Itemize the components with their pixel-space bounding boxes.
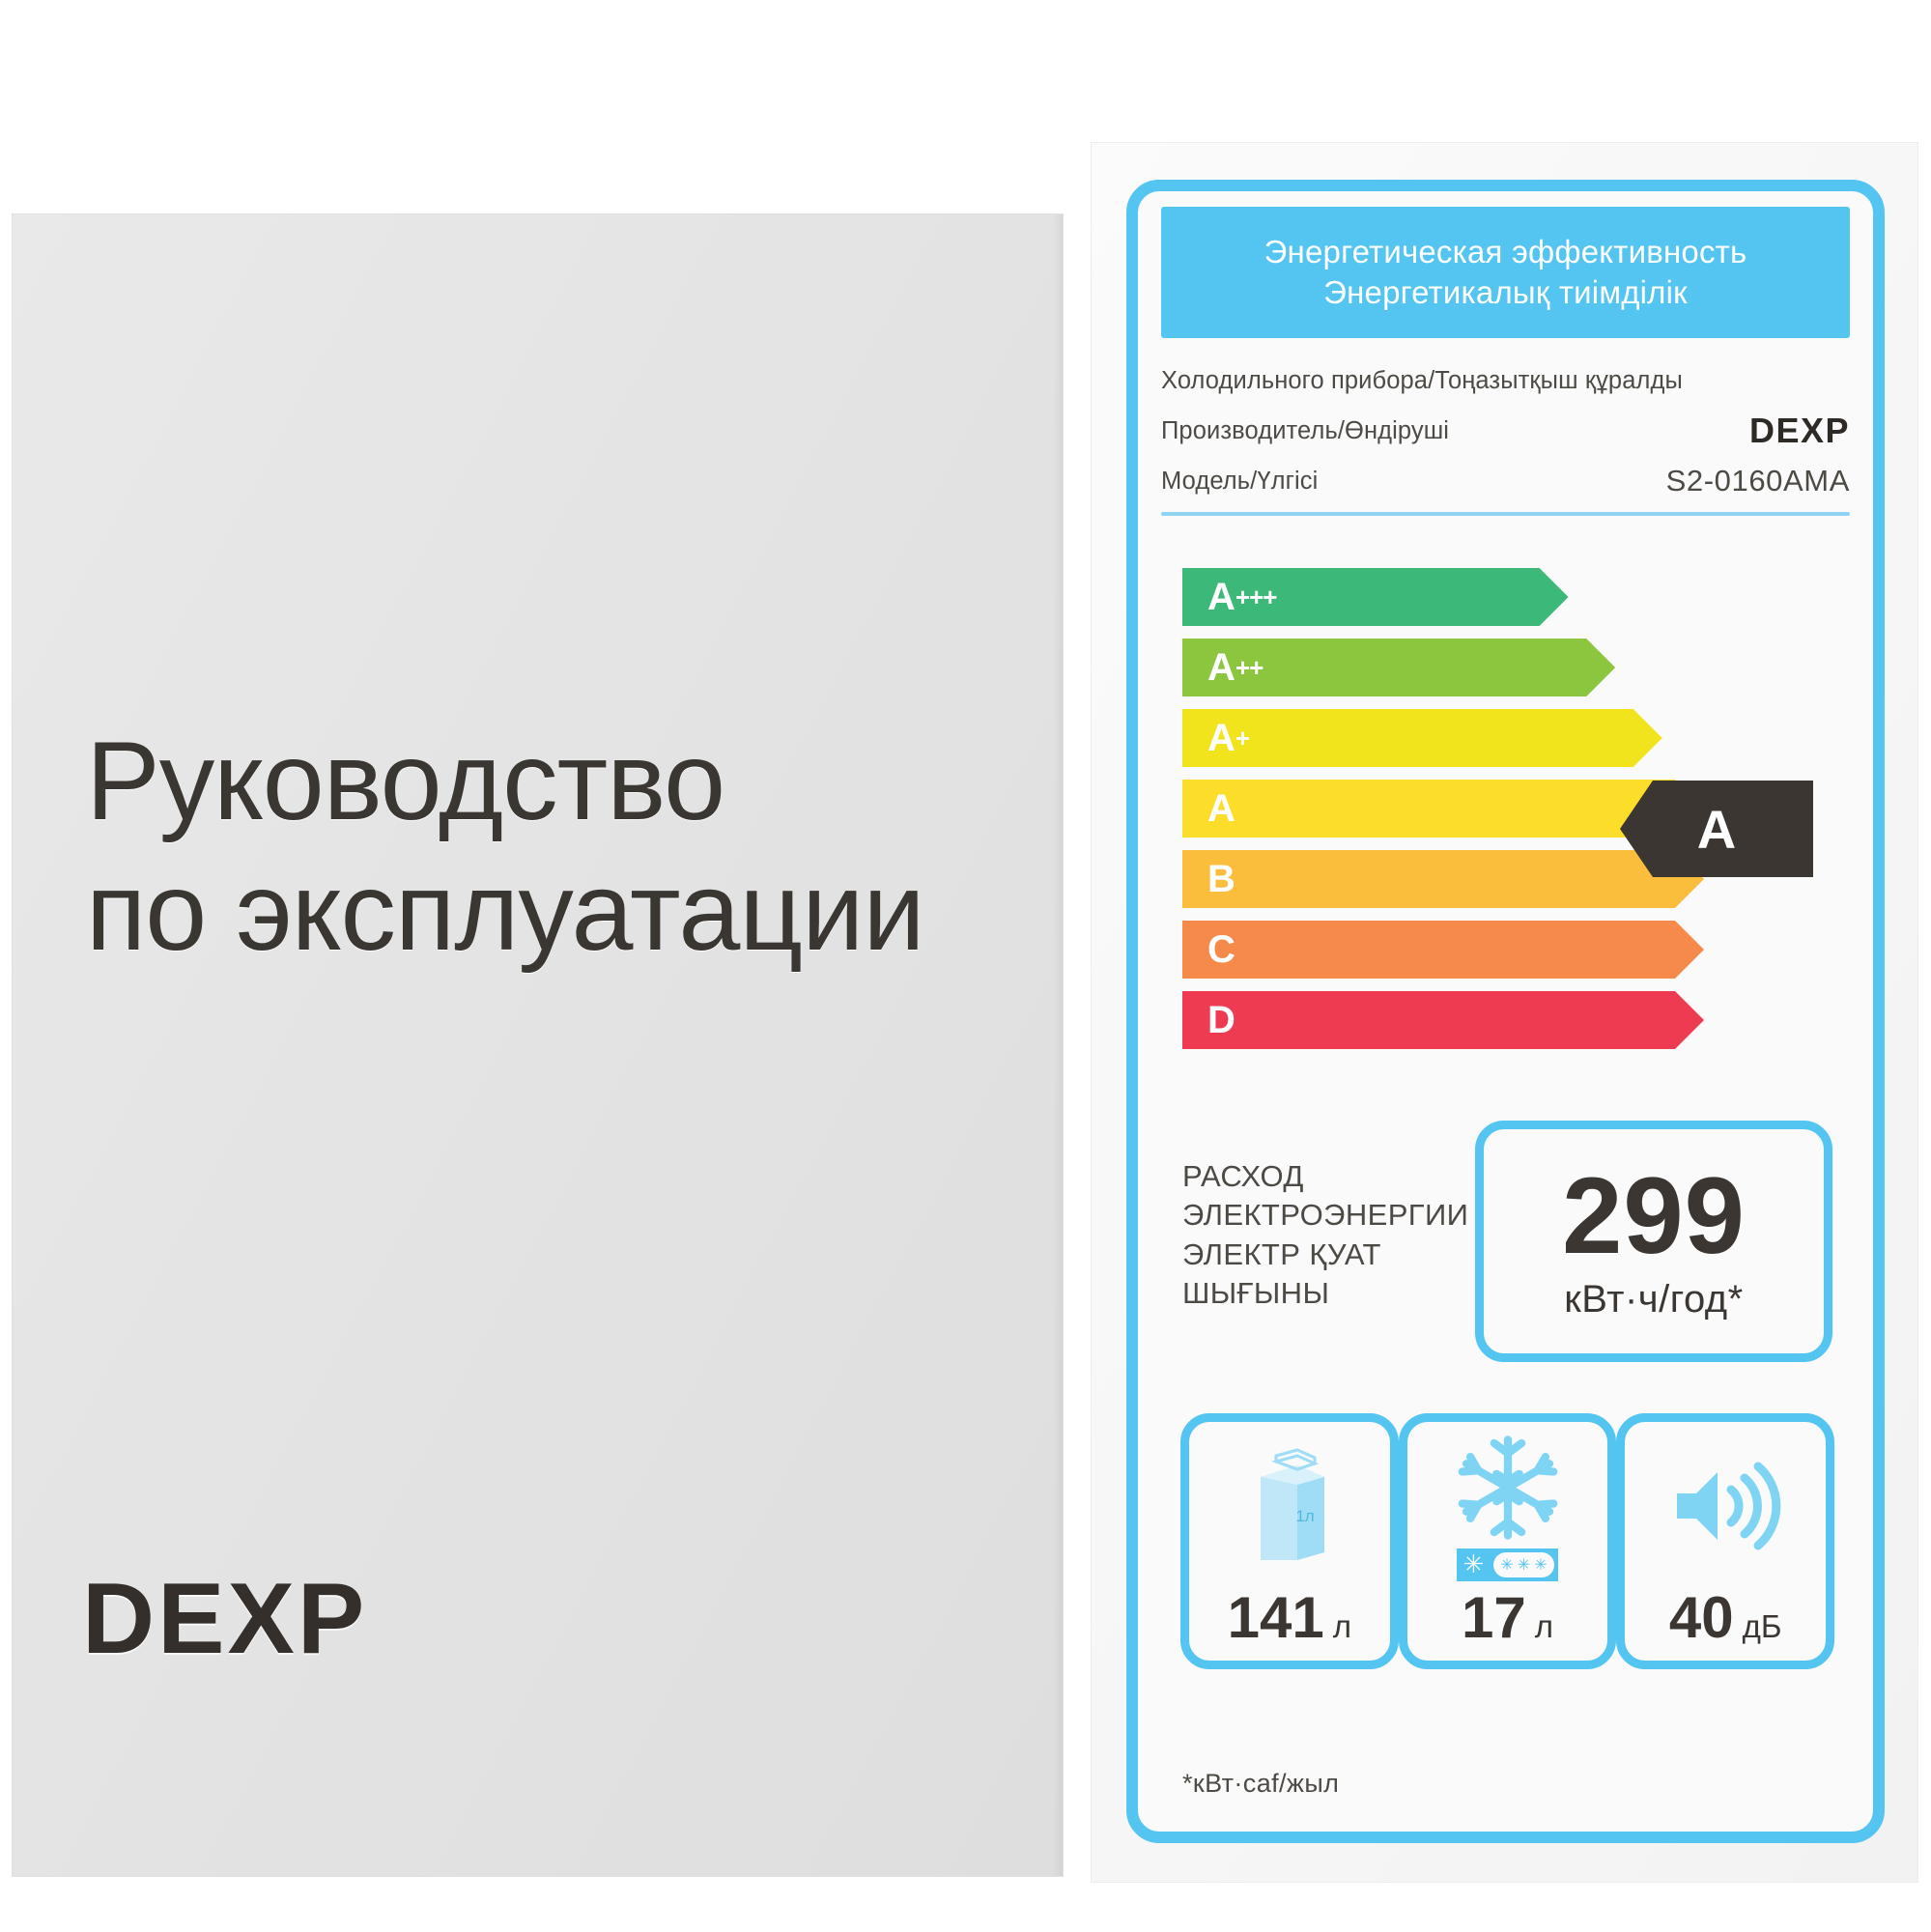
feature-box-snowflake: ✳ ✳ ✳ ✳ 17 л — [1398, 1413, 1617, 1669]
model-row: Модель/Үлгісі S2-0160AMA — [1161, 456, 1850, 506]
energy-class-arrow-a1: A + — [1182, 709, 1662, 767]
banner-line-ru: Энергетическая эффективность — [1264, 233, 1747, 270]
energy-class-row: C — [1182, 921, 1704, 979]
energy-class-arrow-b: B — [1182, 850, 1704, 908]
consumption-box: 299 кВт·ч/год* — [1475, 1121, 1832, 1362]
snow-star-icon: ✳ — [1457, 1548, 1491, 1581]
feature-value-row: 141 л — [1228, 1589, 1351, 1647]
feature-value: 17 — [1462, 1585, 1526, 1650]
energy-class-row: D — [1182, 991, 1704, 1049]
model-value: S2-0160AMA — [1665, 464, 1850, 497]
appliance-label: Холодильного прибора/Тоңазытқыш құралды — [1161, 366, 1683, 394]
feature-glyph — [1625, 1422, 1826, 1589]
snowflake-icon — [1458, 1435, 1557, 1540]
consumption-value: 299 — [1562, 1154, 1746, 1276]
manual-cover: Руководство по эксплуатации DEXP — [13, 214, 1063, 1876]
speaker-icon — [1677, 1462, 1781, 1549]
manufacturer-row: Производитель/Өндіруші DEXP — [1161, 406, 1850, 456]
energy-class-arrow-a2: A ++ — [1182, 639, 1615, 696]
energy-label-card: Энергетическая эффективность Энергетикал… — [1092, 143, 1917, 1882]
feature-value: 40 — [1668, 1585, 1734, 1650]
milk-carton-icon: 1л — [1260, 1447, 1324, 1560]
feature-value: 141 — [1227, 1585, 1324, 1650]
manufacturer-value: DEXP — [1748, 411, 1850, 450]
consumption-unit: кВт·ч/год* — [1564, 1277, 1744, 1321]
consumption-label: РАСХОД ЭЛЕКТРОЭНЕРГИИ / ЭЛЕКТР ҚУАТ ШЫҒЫ… — [1182, 1159, 1487, 1310]
star-pill-inner: ✳ ✳ ✳ — [1493, 1551, 1554, 1577]
info-divider — [1161, 512, 1850, 516]
feature-boxes: 1л 141 л ✳ ✳ ✳ ✳ 17 л 40 дБ — [1180, 1413, 1835, 1669]
feature-box-speaker: 40 дБ — [1616, 1413, 1835, 1669]
feature-unit: л — [1332, 1608, 1352, 1644]
energy-class-arrow-d: D — [1182, 991, 1704, 1049]
footnote: *кВт·саf/жыл — [1182, 1769, 1340, 1798]
feature-unit: дБ — [1742, 1608, 1782, 1644]
energy-rating-badge: A — [1620, 781, 1813, 877]
energy-class-row: A — [1182, 780, 1704, 838]
model-label: Модель/Үлгісі — [1161, 467, 1319, 495]
energy-class-row: A ++ — [1182, 639, 1704, 696]
milk-volume-text: 1л — [1295, 1507, 1314, 1525]
feature-value-row: 40 дБ — [1669, 1589, 1782, 1647]
manual-title: Руководство по эксплуатации — [86, 717, 1013, 977]
dexp-logo: DEXP — [82, 1563, 368, 1675]
feature-glyph: 1л — [1189, 1422, 1390, 1589]
energy-class-arrow-a: A — [1182, 780, 1704, 838]
freezer-star-rating: ✳ ✳ ✳ ✳ — [1457, 1548, 1558, 1581]
energy-class-arrow-c: C — [1182, 921, 1704, 979]
appliance-row: Холодильного прибора/Тоңазытқыш құралды — [1161, 355, 1850, 406]
appliance-info: Холодильного прибора/Тоңазытқыш құралды … — [1161, 355, 1850, 516]
manual-title-line-1: Руководство — [86, 720, 725, 843]
energy-class-scale: A +++ A ++ A + A B C D — [1182, 568, 1704, 1062]
energy-class-row: A + — [1182, 709, 1704, 767]
star-icon: ✳ — [1517, 1556, 1531, 1574]
star-icon: ✳ — [1534, 1556, 1548, 1574]
energy-efficiency-banner: Энергетическая эффективность Энергетикал… — [1161, 207, 1850, 338]
banner-line-kk: Энергетикалық тиімділік — [1323, 274, 1688, 310]
energy-class-row: A +++ — [1182, 568, 1704, 626]
manufacturer-label: Производитель/Өндіруші — [1161, 416, 1450, 444]
energy-class-row: B — [1182, 850, 1704, 908]
feature-box-milk-carton: 1л 141 л — [1180, 1413, 1399, 1669]
energy-class-arrow-a3: A +++ — [1182, 568, 1569, 626]
star-pill: ✳ ✳ ✳ — [1490, 1548, 1558, 1581]
manual-title-line-2: по эксплуатации — [86, 849, 925, 974]
feature-glyph: ✳ ✳ ✳ ✳ — [1407, 1422, 1608, 1589]
feature-unit: л — [1534, 1608, 1554, 1644]
feature-value-row: 17 л — [1462, 1589, 1553, 1647]
energy-label-border: Энергетическая эффективность Энергетикал… — [1126, 180, 1885, 1843]
star-icon: ✳ — [1500, 1556, 1514, 1574]
